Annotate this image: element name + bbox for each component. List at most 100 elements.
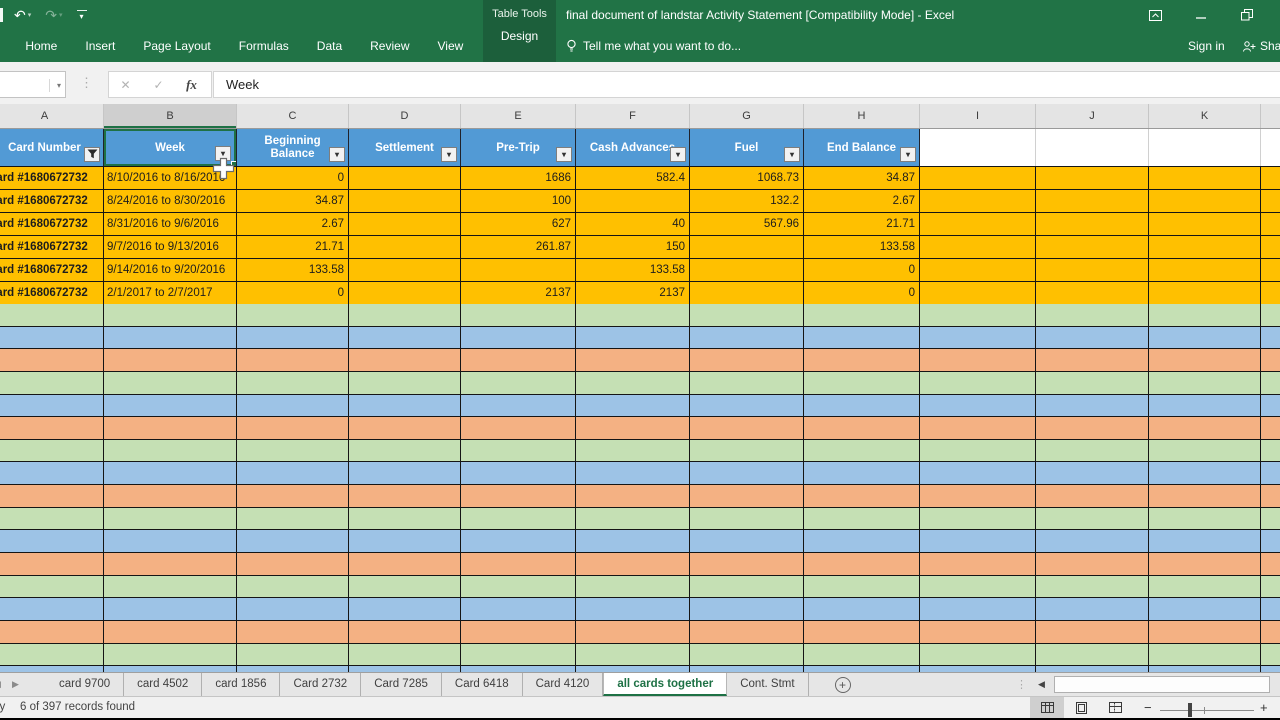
fill-handle[interactable] (231, 161, 236, 166)
empty-cell[interactable] (104, 462, 237, 485)
empty-cell[interactable] (920, 349, 1036, 371)
empty-cell[interactable] (1149, 129, 1261, 166)
save-icon[interactable] (0, 8, 3, 22)
zoom-in-icon[interactable]: + (1260, 700, 1268, 715)
filter-dropdown-icon[interactable]: ▾ (556, 147, 572, 162)
cell-cash-advances[interactable] (576, 190, 690, 212)
empty-cell[interactable] (920, 326, 1036, 349)
empty-cell[interactable] (0, 598, 104, 620)
cell-card-number[interactable]: Card #1680672732 (0, 282, 104, 304)
empty-cell[interactable] (920, 282, 1036, 304)
cell-fuel[interactable]: 1068.73 (690, 167, 804, 189)
page-break-preview-icon[interactable] (1098, 697, 1132, 718)
empty-cell[interactable] (237, 666, 349, 672)
cancel-icon[interactable]: ✕ (120, 77, 131, 92)
cell-card-number[interactable]: Card #1680672732 (0, 167, 104, 189)
empty-cell[interactable] (920, 417, 1036, 439)
empty-cell[interactable] (0, 620, 104, 643)
empty-cell[interactable] (1149, 371, 1261, 394)
empty-cell[interactable] (804, 575, 920, 598)
empty-cell[interactable] (1149, 598, 1261, 620)
empty-cell[interactable] (1036, 575, 1149, 598)
empty-cell[interactable] (461, 417, 576, 439)
empty-cell[interactable] (576, 598, 690, 620)
empty-cell[interactable] (920, 371, 1036, 394)
tab-formulas[interactable]: Formulas (238, 39, 289, 53)
empty-cell[interactable] (690, 666, 804, 672)
redo-button[interactable]: ↷ ▾ (45, 6, 63, 23)
empty-cell[interactable] (804, 371, 920, 394)
empty-cell[interactable] (690, 553, 804, 575)
empty-cell[interactable] (237, 371, 349, 394)
empty-cell[interactable] (0, 462, 104, 485)
empty-cell[interactable] (461, 553, 576, 575)
empty-cell[interactable] (349, 666, 461, 672)
sheet-tab-all-cards-together[interactable]: all cards together (603, 673, 728, 696)
empty-cell[interactable] (690, 439, 804, 462)
empty-cell[interactable] (1149, 282, 1261, 304)
empty-cell[interactable] (0, 326, 104, 349)
tab-page-layout[interactable]: Page Layout (143, 39, 211, 53)
empty-cell[interactable] (1149, 553, 1261, 575)
empty-cell[interactable] (920, 507, 1036, 530)
insert-function-icon[interactable]: fx (186, 76, 197, 92)
empty-cell[interactable] (920, 439, 1036, 462)
column-header-A[interactable]: A (0, 104, 104, 128)
empty-cell[interactable] (1149, 167, 1261, 189)
cell-card-number[interactable]: Card #1680672732 (0, 236, 104, 258)
empty-cell[interactable] (1261, 395, 1280, 417)
empty-cell[interactable] (104, 575, 237, 598)
empty-cell[interactable] (349, 371, 461, 394)
empty-cell[interactable] (349, 620, 461, 643)
empty-cell[interactable] (920, 485, 1036, 507)
empty-cell[interactable] (461, 620, 576, 643)
empty-cell[interactable] (1261, 327, 1280, 349)
empty-cell[interactable] (804, 304, 920, 326)
empty-cell[interactable] (237, 349, 349, 371)
share-button[interactable]: Share (1242, 30, 1280, 62)
empty-cell[interactable] (349, 575, 461, 598)
empty-cell[interactable] (461, 439, 576, 462)
cell-beginning-balance[interactable]: 0 (237, 282, 349, 304)
empty-cell[interactable] (1261, 553, 1280, 575)
empty-cell[interactable] (104, 439, 237, 462)
header-settlement[interactable]: Settlement ▾ (349, 129, 461, 166)
empty-cell[interactable] (804, 326, 920, 349)
empty-cell[interactable] (237, 620, 349, 643)
normal-view-icon[interactable] (1030, 697, 1064, 718)
cell-settlement[interactable] (349, 213, 461, 235)
empty-cell[interactable] (576, 417, 690, 439)
empty-cell[interactable] (237, 485, 349, 507)
empty-cell[interactable] (804, 349, 920, 371)
empty-cell[interactable] (461, 575, 576, 598)
cell-pre-trip[interactable]: 2137 (461, 282, 576, 304)
empty-cell[interactable] (0, 304, 104, 326)
tab-file[interactable]: File (0, 30, 11, 62)
hscroll-left-icon[interactable]: ◀ (1038, 679, 1045, 689)
empty-cell[interactable] (1036, 236, 1149, 258)
empty-cell[interactable] (0, 394, 104, 417)
empty-cell[interactable] (1036, 417, 1149, 439)
empty-cell[interactable] (1036, 167, 1149, 189)
empty-cell[interactable] (1036, 259, 1149, 281)
column-header-J[interactable]: J (1036, 104, 1149, 128)
empty-cell[interactable] (349, 598, 461, 620)
empty-cell[interactable] (104, 485, 237, 507)
empty-cell[interactable] (461, 530, 576, 553)
empty-cell[interactable] (804, 666, 920, 672)
empty-cell[interactable] (104, 666, 237, 672)
empty-cell[interactable] (576, 394, 690, 417)
tabs-scroll-right-icon[interactable]: ▶ (12, 679, 19, 689)
empty-cell[interactable] (1036, 643, 1149, 666)
empty-cell[interactable] (461, 643, 576, 666)
empty-cell[interactable] (690, 485, 804, 507)
hscroll-thumb[interactable] (1054, 676, 1270, 693)
empty-cell[interactable] (0, 349, 104, 371)
empty-cell[interactable] (1261, 530, 1280, 552)
empty-cell[interactable] (0, 439, 104, 462)
sheet-tab-card-2732[interactable]: Card 2732 (280, 673, 362, 696)
empty-cell[interactable] (461, 598, 576, 620)
name-box[interactable]: ▾ (0, 71, 66, 98)
empty-cell[interactable] (576, 485, 690, 507)
empty-cell[interactable] (349, 417, 461, 439)
